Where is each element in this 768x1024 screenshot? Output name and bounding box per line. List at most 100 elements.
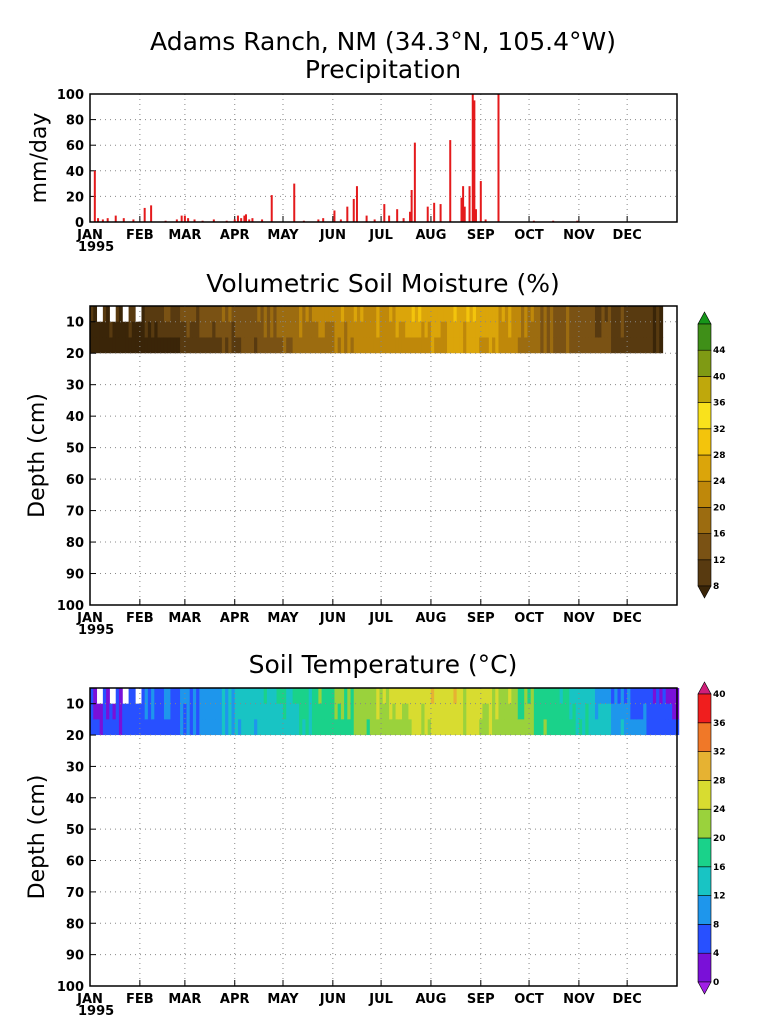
heat-cell (334, 306, 339, 323)
heat-cell (147, 321, 152, 338)
heat-cell (344, 719, 348, 736)
moisture-title: Volumetric Soil Moisture (%) (206, 269, 560, 298)
heat-cell (414, 337, 419, 354)
heat-cell (492, 688, 496, 705)
heat-cell (424, 321, 429, 338)
heat-cell (398, 306, 403, 323)
heat-cell (176, 306, 181, 323)
heat-cell (151, 719, 155, 736)
heat-cell (379, 719, 384, 736)
heat-cell (276, 337, 281, 354)
heat-cell (501, 703, 506, 720)
colorbar-swatch (697, 585, 712, 599)
heat-cell (459, 703, 464, 720)
heat-cell (440, 337, 445, 354)
heat-cell (521, 719, 525, 736)
heat-cell (183, 688, 188, 705)
heat-cell (659, 337, 664, 354)
y-tick-label: 90 (66, 949, 84, 964)
heat-cell (260, 337, 265, 354)
heat-cell (475, 321, 480, 338)
heat-cell (106, 306, 110, 323)
heat-cell (662, 719, 667, 736)
heat-cell (135, 337, 139, 354)
heat-cell (456, 321, 461, 338)
heat-cell (649, 703, 654, 720)
heat-cell (218, 703, 223, 720)
heat-cell (324, 321, 329, 338)
heat-cell (389, 337, 393, 354)
heat-cell (405, 719, 410, 736)
heat-cell (331, 337, 336, 354)
x-tick-label: JUL (368, 228, 393, 243)
heat-cell (427, 321, 432, 338)
heat-cell (659, 703, 664, 720)
heat-cell (482, 719, 487, 736)
x-tick-label: APR (220, 992, 250, 1007)
heat-cell (395, 703, 400, 720)
heat-cell (395, 306, 400, 323)
heat-cell (163, 688, 168, 705)
heat-cell (585, 306, 590, 323)
heat-cell (234, 321, 239, 338)
heat-cell (295, 703, 300, 720)
heat-cell (266, 337, 271, 354)
heat-cell (508, 703, 512, 720)
heat-cell (537, 337, 541, 354)
heat-cell (533, 337, 538, 354)
heat-cell (373, 703, 377, 720)
colorbar-swatch (697, 866, 712, 896)
heat-cell (118, 306, 123, 323)
heat-cell (649, 321, 654, 338)
heat-cell (482, 703, 487, 720)
heat-cell (646, 337, 651, 354)
y-tick-label: 40 (66, 792, 84, 807)
heat-cell (363, 337, 368, 354)
heat-cell (106, 688, 110, 705)
heat-cell (553, 321, 557, 338)
heat-cell (308, 321, 313, 338)
heat-cell (424, 688, 429, 705)
heat-cell (434, 337, 438, 354)
heat-cell (617, 688, 622, 705)
precip-bar (322, 218, 325, 222)
heat-cell (456, 688, 461, 705)
heat-cell (138, 719, 143, 736)
heat-cell (257, 719, 262, 736)
heat-cell (212, 688, 217, 705)
heat-cell (472, 337, 477, 354)
heat-cell (99, 703, 104, 720)
heat-cell (90, 703, 94, 720)
heat-cell (192, 719, 197, 736)
heat-cell (607, 306, 612, 323)
heat-cell (273, 306, 278, 323)
heat-cell (511, 688, 516, 705)
heat-cell (250, 321, 255, 338)
y-tick-label: 40 (66, 410, 84, 425)
precip-bar (474, 209, 477, 222)
y-tick-label: 30 (66, 760, 84, 775)
heat-cell (173, 337, 178, 354)
heat-cell (652, 688, 657, 705)
heat-cell (466, 703, 471, 720)
heat-cell (318, 688, 323, 705)
heat-cell (450, 719, 455, 736)
heat-cell (225, 703, 229, 720)
heat-cell (356, 337, 361, 354)
heat-cell (279, 306, 284, 323)
colorbar-label: 28 (713, 451, 726, 461)
heat-cell (141, 321, 146, 338)
heat-cell (331, 688, 336, 705)
heat-cell (189, 321, 194, 338)
precip-bar (383, 204, 386, 222)
colorbar-label: 44 (713, 346, 726, 356)
heat-cell (517, 337, 522, 354)
heat-cell (215, 306, 220, 323)
heat-cell (115, 688, 120, 705)
heat-cell (665, 688, 670, 705)
heat-cell (231, 688, 236, 705)
heat-cell (102, 688, 107, 705)
heat-cell (337, 321, 342, 338)
heat-cell (196, 688, 200, 705)
heat-cell (411, 306, 416, 323)
